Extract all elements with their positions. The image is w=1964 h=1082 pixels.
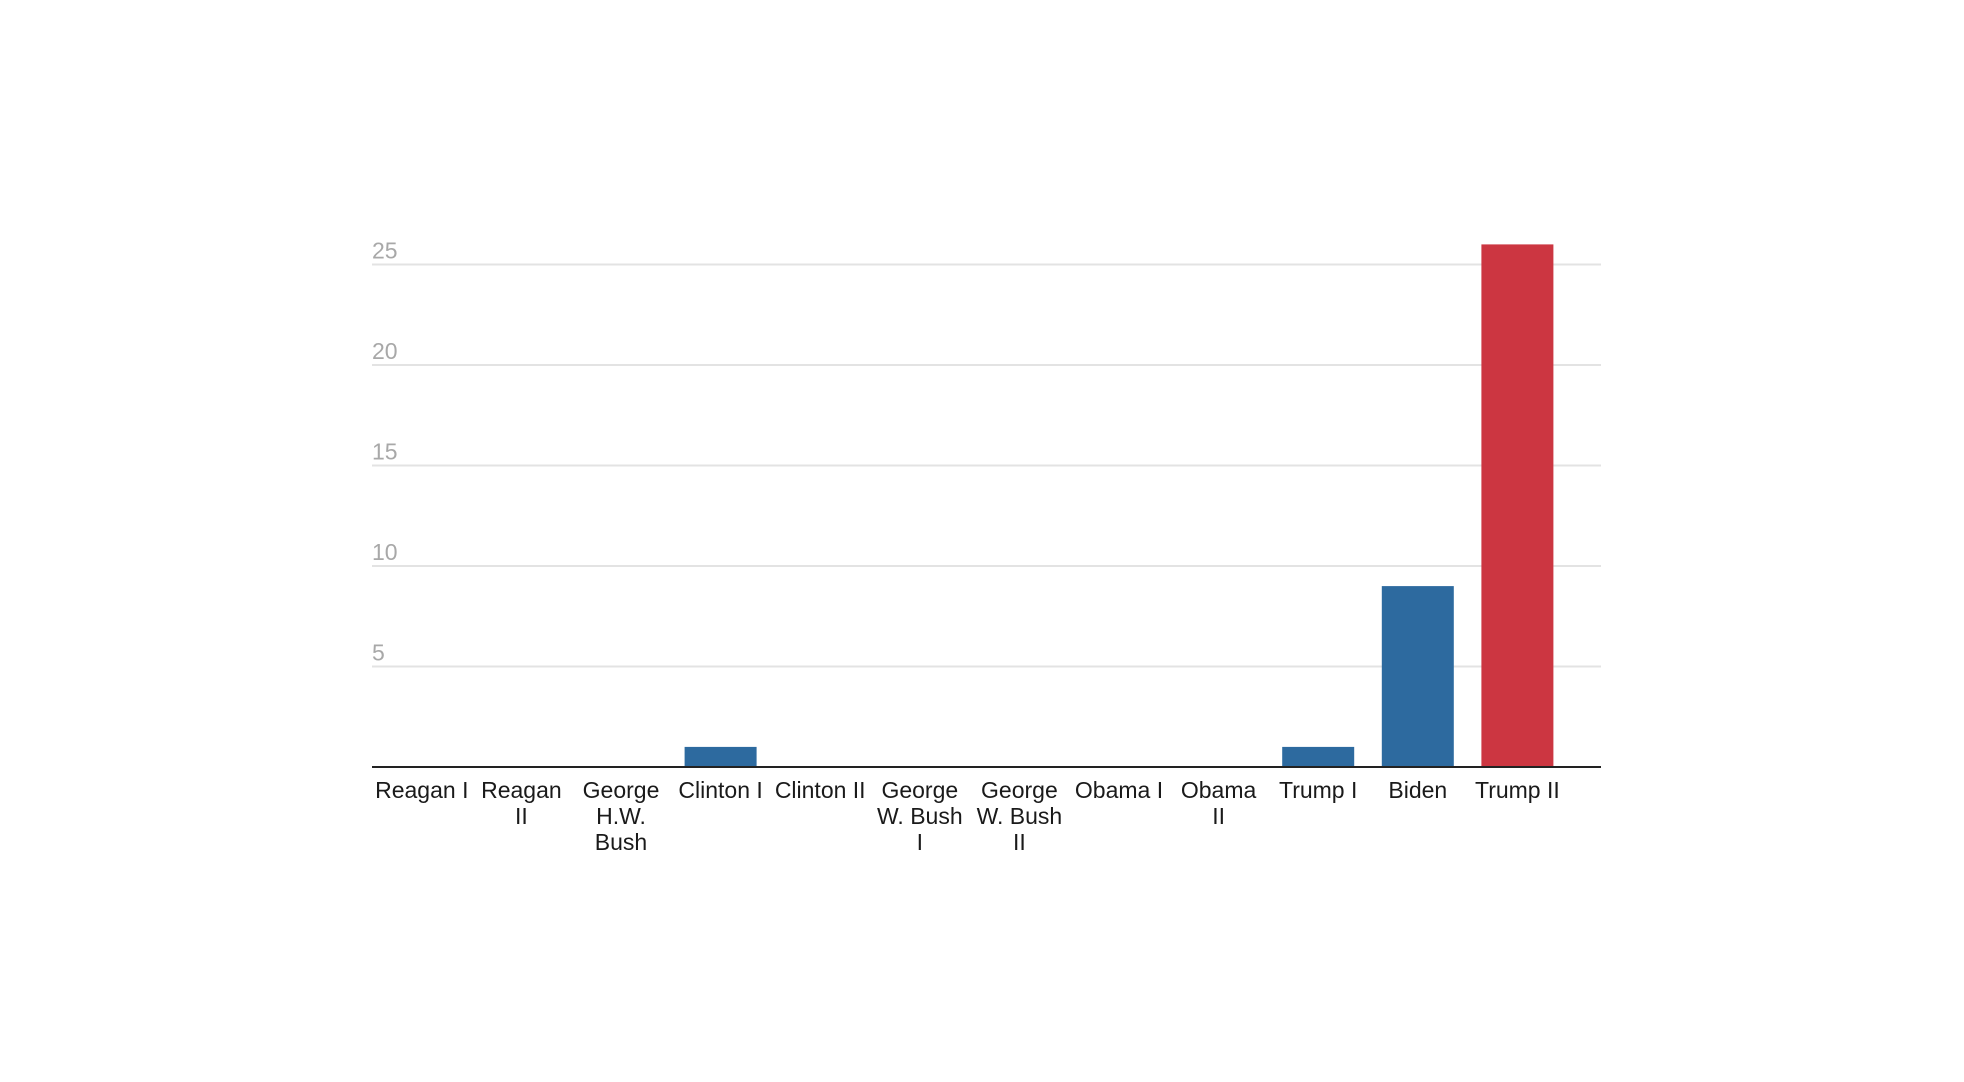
x-tick-label-line: II bbox=[1212, 803, 1225, 829]
x-tick-label-line: W. Bush bbox=[877, 803, 963, 829]
x-tick-label-8: Obama II bbox=[1181, 777, 1257, 829]
x-tick-label-9: Trump I bbox=[1279, 777, 1357, 803]
x-tick-label-3: Clinton I bbox=[678, 777, 762, 803]
x-tick-label-line: Reagan I bbox=[375, 777, 468, 803]
y-tick-label-15: 15 bbox=[372, 439, 398, 465]
y-tick-label-10: 10 bbox=[372, 539, 398, 565]
x-tick-label-1: Reagan II bbox=[481, 777, 562, 829]
y-tick-label-20: 20 bbox=[372, 338, 398, 364]
bar-10 bbox=[1381, 586, 1454, 767]
x-tick-label-line: Trump I bbox=[1279, 777, 1357, 803]
x-tick-label-line: Clinton I bbox=[678, 777, 762, 803]
y-tick-label-25: 25 bbox=[372, 238, 398, 264]
x-tick-label-10: Biden bbox=[1388, 777, 1447, 803]
x-tick-label-4: Clinton II bbox=[775, 777, 866, 803]
x-tick-label-line: George bbox=[981, 777, 1058, 803]
x-tick-label-line: II bbox=[515, 803, 528, 829]
x-tick-label-line: Obama I bbox=[1075, 777, 1163, 803]
x-tick-label-line: II bbox=[1013, 829, 1026, 855]
x-tick-label-line: Trump II bbox=[1475, 777, 1560, 803]
bar-3 bbox=[684, 746, 757, 767]
x-tick-label-line: W. Bush bbox=[977, 803, 1063, 829]
bar-11 bbox=[1481, 244, 1554, 767]
x-tick-label-line: H.W. bbox=[596, 803, 646, 829]
x-tick-label-line: George bbox=[881, 777, 958, 803]
x-tick-label-2: George H.W. Bush bbox=[583, 777, 660, 855]
y-axis-labels: 5 10 15 20 25 bbox=[372, 238, 398, 666]
bars bbox=[684, 244, 1554, 767]
x-tick-label-line: Bush bbox=[595, 829, 647, 855]
x-tick-label-6: George W. Bush II bbox=[977, 777, 1063, 855]
x-tick-label-line: George bbox=[583, 777, 660, 803]
x-tick-label-7: Obama I bbox=[1075, 777, 1163, 803]
x-tick-label-line: I bbox=[917, 829, 923, 855]
x-tick-label-line: Reagan bbox=[481, 777, 562, 803]
bar-9 bbox=[1282, 746, 1355, 767]
x-tick-label-line: Biden bbox=[1388, 777, 1447, 803]
x-tick-label-11: Trump II bbox=[1475, 777, 1560, 803]
x-tick-label-5: George W. Bush I bbox=[877, 777, 963, 855]
x-tick-label-line: Clinton II bbox=[775, 777, 866, 803]
x-tick-label-line: Obama bbox=[1181, 777, 1257, 803]
y-tick-label-5: 5 bbox=[372, 640, 385, 666]
x-tick-label-0: Reagan I bbox=[375, 777, 468, 803]
